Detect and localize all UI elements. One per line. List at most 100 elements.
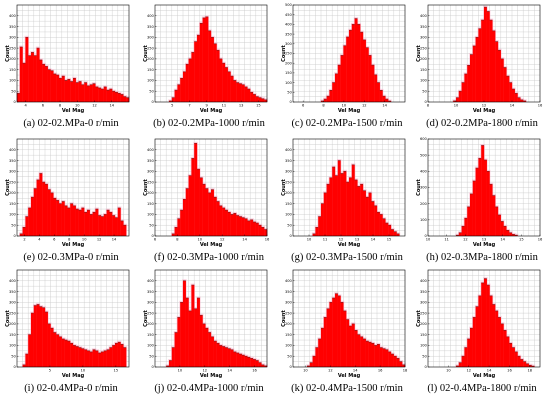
histogram-bar (213, 341, 217, 367)
x-tick-label: 8 (176, 238, 179, 242)
y-tick-label: 300 (285, 170, 293, 174)
histogram-bar (84, 212, 88, 236)
histogram-bar (188, 310, 192, 367)
histogram-bar (354, 179, 358, 236)
histogram-bar (199, 315, 203, 367)
panel-caption: (f) 02-0.3MPa-1000 r/min (154, 252, 264, 263)
histogram-bar (64, 80, 68, 102)
y-tick-label: 250 (285, 52, 293, 56)
y-tick-label: 50 (149, 354, 154, 358)
histogram-bar (50, 70, 54, 102)
y-tick-label: 100 (9, 344, 17, 348)
y-tick-label: 350 (285, 290, 293, 294)
histogram-bar (61, 76, 65, 102)
histogram-bar (208, 30, 212, 102)
histogram-bar (98, 215, 102, 236)
x-tick-label: 18 (403, 369, 408, 373)
y-tick-label: 350 (420, 25, 428, 29)
histogram-bar (396, 358, 400, 367)
y-tick-label: 200 (147, 57, 155, 61)
plot-frame (427, 269, 541, 368)
y-axis-label: Count (143, 45, 149, 62)
x-tick-label: 12 (92, 104, 97, 108)
histogram-bar (106, 349, 110, 367)
histogram-chart: 0 50 100 150 200 250 300 350 400 10 11 12 13 14 15 Vel … (281, 138, 406, 248)
histogram-bar (481, 20, 485, 102)
histogram-bar (489, 295, 493, 367)
histogram-bar (484, 160, 487, 236)
y-tick-label: 200 (147, 191, 155, 195)
histogram-bar (486, 171, 490, 236)
y-tick-label: 400 (9, 279, 17, 283)
histogram-bar (484, 278, 487, 367)
histogram-bar (216, 343, 220, 367)
histogram-bar (385, 349, 389, 367)
x-tick-label: 10 (178, 369, 183, 373)
histogram-bar (53, 73, 57, 102)
histogram-bar (244, 86, 248, 102)
histogram-panel: 0 50 100 150 200 250 300 350 400 450 500 6 8 10 12 14 Ve… (280, 2, 414, 135)
histogram-bar (371, 343, 375, 367)
x-tick-label: 14 (227, 369, 232, 373)
histogram-bar (323, 192, 327, 236)
x-tick-label: 6 (154, 238, 157, 242)
y-tick-label: 200 (9, 57, 17, 61)
histogram-bar (112, 345, 116, 367)
histogram-bar (509, 82, 513, 102)
histogram-bar (208, 192, 212, 236)
histogram-bar (495, 41, 499, 102)
histogram-bar (374, 205, 378, 236)
histogram-bar (346, 182, 350, 236)
histogram-bar (191, 285, 195, 367)
histogram-chart: 0 50 100 150 200 250 300 350 400 2 4 6 8 10 12 14 Vel Ma… (5, 138, 130, 248)
histogram-bar (59, 78, 62, 102)
y-tick-label: 100 (147, 344, 155, 348)
histogram-bar (315, 347, 319, 367)
histogram-bar (377, 212, 380, 236)
histogram-bar (475, 37, 479, 103)
histogram-bar (382, 348, 386, 367)
histogram-bar (506, 336, 510, 367)
x-tick-label: 18 (528, 369, 533, 373)
histogram-bar (95, 209, 99, 236)
histogram-bar (177, 317, 181, 367)
panel-caption: (j) 02-0.4MPa-1000 r/min (154, 383, 264, 394)
y-axis-label: Count (143, 179, 149, 196)
x-tick-label: 8 (59, 104, 62, 108)
histogram-bar (391, 354, 394, 367)
histogram-bar (197, 169, 200, 236)
y-tick-label: 0 (152, 100, 155, 104)
histogram-bar (464, 218, 468, 236)
histogram-bar (227, 212, 231, 236)
histogram-bar (95, 350, 99, 367)
histogram-bar (87, 210, 90, 236)
histogram-bar (512, 89, 515, 102)
histogram-bar (194, 41, 198, 102)
histogram-bar (180, 78, 184, 102)
histogram-bar (500, 58, 504, 102)
histogram-bar (120, 94, 124, 102)
plot-frame (154, 4, 268, 103)
histogram-bar (31, 52, 34, 102)
histogram-bar (363, 39, 366, 102)
y-tick-label: 50 (287, 354, 292, 358)
histogram-bar (335, 293, 338, 367)
histogram-bar (36, 304, 40, 367)
y-tick-label: 350 (147, 25, 155, 29)
panel-caption: (b) 02-0.2MPa-1000 r/min (153, 118, 265, 129)
y-axis-label: Count (416, 179, 422, 196)
x-tick-label: 12 (466, 369, 471, 373)
y-tick-label: 300 (285, 42, 293, 46)
y-tick-label: 200 (285, 61, 293, 65)
histogram-bar (45, 66, 48, 102)
y-tick-label: 200 (420, 322, 428, 326)
histogram-bar (354, 18, 358, 102)
y-tick-label: 150 (147, 333, 155, 337)
histogram-bar (461, 226, 465, 236)
x-tick-label: 8 (322, 104, 325, 108)
histogram-bar (36, 48, 40, 102)
x-tick-label: 5 (171, 104, 173, 108)
histogram-bar (241, 84, 245, 102)
histogram-bar (120, 220, 124, 236)
